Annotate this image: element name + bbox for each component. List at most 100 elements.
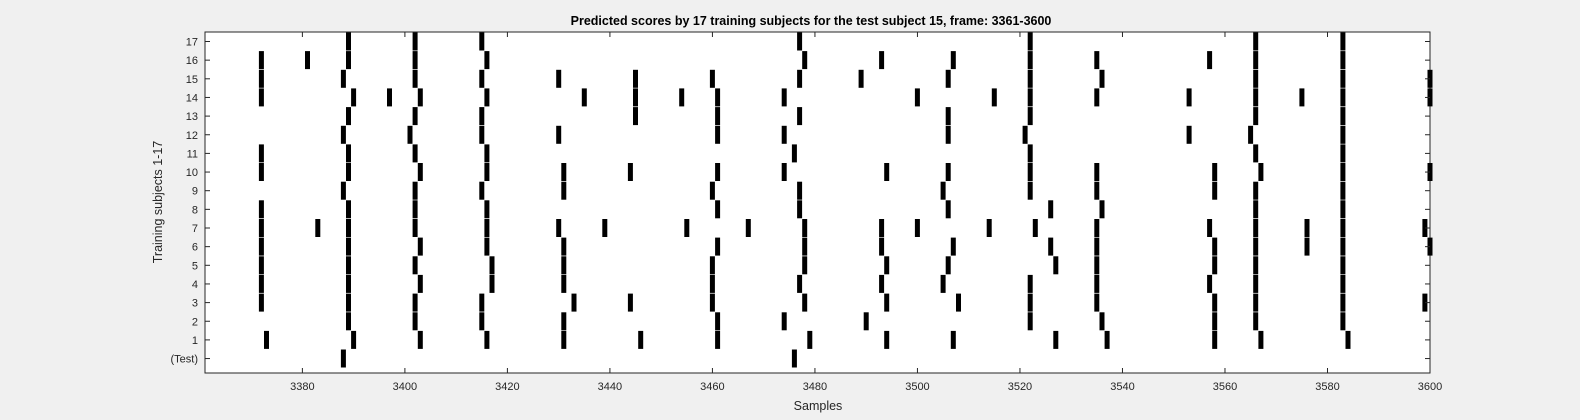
spike-mark	[1304, 219, 1310, 237]
spike-mark	[1212, 181, 1218, 200]
spike-mark	[1094, 293, 1100, 312]
spike-mark	[1094, 88, 1100, 107]
spike-mark	[1340, 181, 1346, 200]
y-tick-label: 12	[186, 130, 198, 142]
spike-mark	[627, 163, 633, 181]
spike-mark	[479, 312, 485, 331]
spike-mark	[884, 163, 890, 181]
spike-mark	[1253, 88, 1259, 107]
spike-mark	[417, 330, 423, 349]
spike-mark	[561, 312, 567, 331]
spike-mark	[489, 274, 495, 293]
y-tick-label: 15	[186, 74, 198, 86]
spike-mark	[561, 274, 567, 293]
spike-mark	[1340, 200, 1346, 219]
spike-mark	[1253, 256, 1259, 275]
spike-mark	[1094, 163, 1100, 181]
spike-mark	[1212, 293, 1218, 312]
spike-mark	[484, 163, 490, 181]
spike-mark	[1207, 51, 1213, 70]
spike-mark	[417, 274, 423, 293]
spike-mark	[1340, 163, 1346, 181]
spike-mark	[709, 293, 715, 312]
spike-mark	[950, 51, 956, 70]
spike-mark	[556, 125, 562, 144]
spike-mark	[1022, 125, 1028, 144]
spike-mark	[1048, 237, 1054, 256]
spike-mark	[1212, 237, 1218, 256]
spike-mark	[1027, 32, 1033, 51]
spike-mark	[1340, 274, 1346, 293]
spike-mark	[412, 293, 418, 312]
spike-mark	[950, 237, 956, 256]
spike-mark	[1094, 51, 1100, 70]
spike-mark	[1253, 200, 1259, 219]
spike-mark	[791, 349, 797, 368]
x-axis-label: Samples	[794, 399, 843, 413]
spike-mark	[417, 88, 423, 107]
spike-mark	[1253, 293, 1259, 312]
spike-mark	[797, 69, 803, 88]
spike-mark	[1422, 219, 1428, 237]
spike-mark	[1340, 51, 1346, 70]
spike-mark	[1207, 219, 1213, 237]
spike-mark	[484, 88, 490, 107]
spike-mark	[479, 293, 485, 312]
y-tick-label: 1	[192, 335, 198, 347]
spike-mark	[417, 237, 423, 256]
spike-mark	[715, 200, 721, 219]
spike-mark	[258, 219, 264, 237]
spike-mark	[351, 330, 357, 349]
spike-mark	[340, 349, 346, 368]
spike-mark	[1027, 293, 1033, 312]
spike-mark	[1253, 181, 1259, 200]
spike-mark	[709, 274, 715, 293]
spike-mark	[1212, 312, 1218, 331]
spike-mark	[879, 219, 885, 237]
spike-mark	[407, 125, 413, 144]
spike-mark	[556, 69, 562, 88]
x-tick-label: 3400	[393, 381, 417, 393]
spike-mark	[884, 330, 890, 349]
spike-mark	[1099, 312, 1105, 331]
spike-mark	[633, 107, 638, 126]
y-tick-label: 3	[192, 298, 198, 310]
spike-mark	[991, 88, 997, 107]
spike-mark	[346, 256, 351, 275]
y-tick-label: 2	[192, 316, 198, 328]
spike-mark	[797, 274, 803, 293]
spike-mark	[945, 107, 951, 126]
spike-mark	[986, 219, 992, 237]
spike-mark	[858, 69, 864, 88]
spike-mark	[258, 51, 264, 70]
spike-mark	[417, 163, 423, 181]
spike-mark	[346, 200, 351, 219]
spike-mark	[412, 219, 418, 237]
spike-mark	[1027, 69, 1033, 88]
spike-mark	[1304, 237, 1310, 256]
spike-mark	[479, 69, 485, 88]
spike-mark	[1340, 32, 1346, 51]
spike-mark	[1027, 163, 1033, 181]
spike-mark	[1340, 144, 1346, 163]
spike-mark	[1345, 330, 1351, 349]
spike-mark	[1340, 107, 1346, 126]
spike-mark	[1094, 181, 1100, 200]
spike-mark	[802, 256, 808, 275]
spike-mark	[1340, 237, 1346, 256]
spike-mark	[945, 256, 951, 275]
x-axis: 3380 3400 3420 3440 3460 3480 3500 3520 3540 3560…	[290, 32, 1442, 393]
spike-mark	[484, 237, 490, 256]
spike-mark	[797, 200, 803, 219]
x-tick-label: 3540	[1110, 381, 1134, 393]
spike-mark	[305, 51, 310, 70]
y-tick-label: 17	[186, 37, 198, 49]
y-tick-label: (Test)	[171, 354, 199, 366]
spike-mark	[556, 219, 562, 237]
spike-mark	[807, 330, 813, 349]
spike-mark	[1094, 237, 1100, 256]
spike-mark	[1099, 200, 1105, 219]
spike-mark	[1253, 51, 1259, 70]
spike-mark	[1258, 163, 1264, 181]
